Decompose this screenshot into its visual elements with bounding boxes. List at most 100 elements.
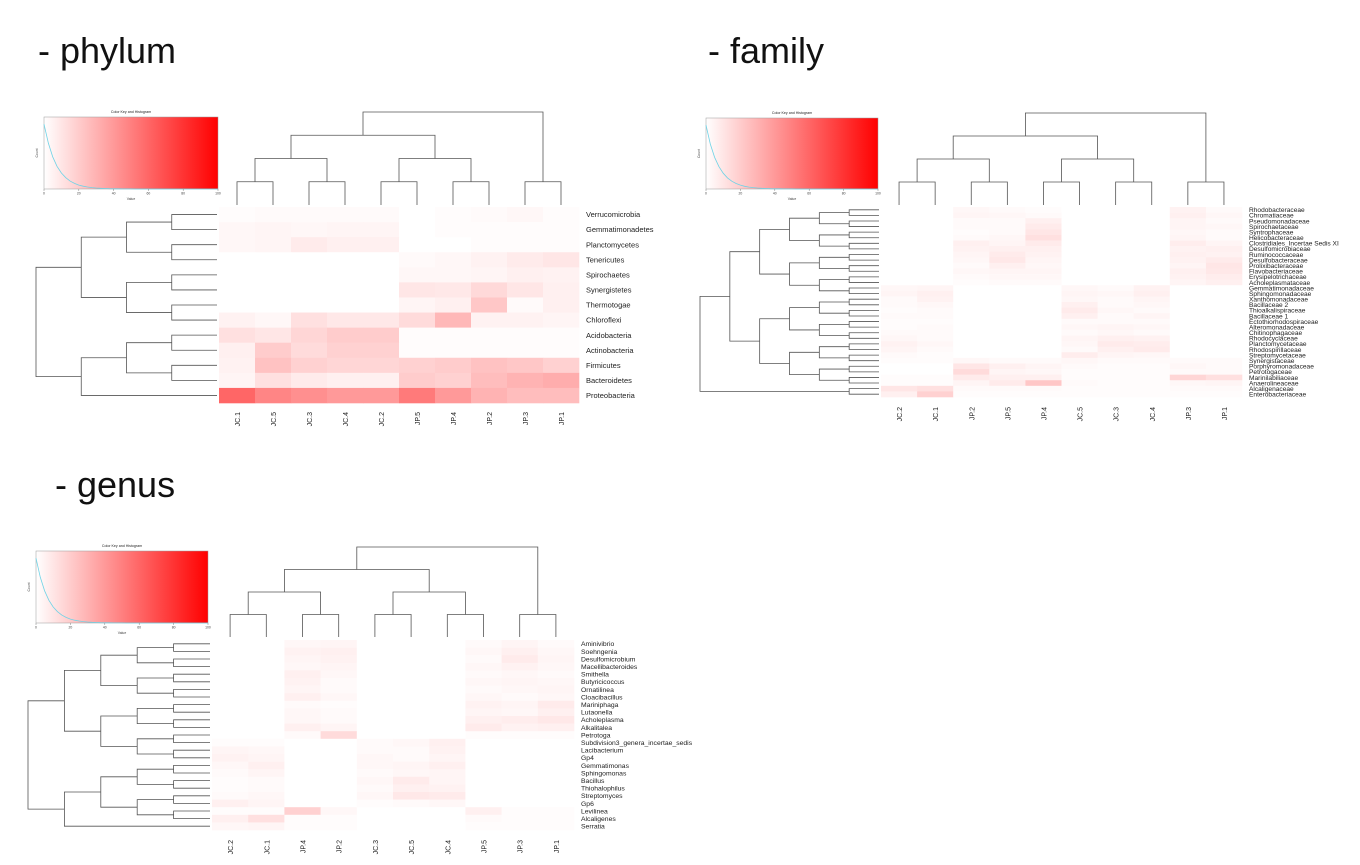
- heatmap-cell: [1169, 363, 1207, 370]
- heatmap-cell: [1061, 335, 1098, 342]
- heatmap-cell: [989, 307, 1026, 314]
- heatmap-cell: [1097, 302, 1134, 308]
- color-key-tick-label: 0: [35, 626, 37, 630]
- heatmap-cell: [1061, 346, 1098, 353]
- heatmap-cell: [435, 312, 472, 328]
- heatmap-cell: [363, 237, 400, 253]
- heatmap-cell: [953, 251, 990, 258]
- heatmap-cell: [393, 731, 430, 740]
- heatmap-cell: [507, 312, 544, 328]
- heatmap-cell: [429, 746, 466, 755]
- heatmap-cell: [1205, 363, 1243, 370]
- row-label: Aminivibrio: [581, 641, 614, 648]
- heatmap-cell: [429, 716, 466, 724]
- row-dendrogram-branch: [173, 780, 210, 789]
- heatmap-cell: [465, 738, 502, 747]
- heatmap-cell: [1061, 313, 1098, 320]
- heatmap-cell: [881, 380, 918, 387]
- heatmap-cell: [881, 279, 918, 286]
- heatmap-cell: [219, 207, 256, 223]
- heatmap-cell: [1025, 385, 1062, 392]
- heatmap-cell: [1097, 257, 1134, 264]
- heatmap-cell: [284, 784, 321, 793]
- heatmap-cell: [429, 738, 466, 747]
- heatmap-cell: [320, 761, 358, 770]
- heatmap-cell: [284, 662, 321, 671]
- heatmap-cell: [465, 792, 502, 800]
- heatmap-cell: [248, 814, 285, 823]
- heatmap-cell: [393, 822, 430, 831]
- heatmap-cell: [255, 267, 292, 283]
- heatmap-cell: [543, 387, 580, 404]
- column-label: JC.3: [307, 412, 314, 427]
- heatmap-cell: [248, 784, 285, 793]
- heatmap-cell: [989, 341, 1026, 348]
- heatmap-cell: [1097, 391, 1134, 398]
- row-dendrogram-branch: [848, 254, 879, 261]
- color-key-tick-label: 0: [43, 192, 45, 196]
- heatmap-cell: [989, 369, 1026, 375]
- heatmap-cell: [953, 391, 990, 398]
- heatmap-cell: [507, 342, 544, 359]
- heatmap-cell: [465, 784, 502, 793]
- heatmap-cell: [1025, 318, 1062, 325]
- heatmap-cell: [1061, 240, 1098, 247]
- heatmap-cell: [356, 731, 394, 740]
- heatmap-cell: [212, 792, 249, 800]
- heatmap-cell: [1169, 207, 1207, 213]
- heatmap-cell: [465, 814, 502, 823]
- column-dendrogram-branch: [446, 614, 484, 637]
- heatmap-cell: [429, 700, 466, 709]
- heatmap-cell: [1061, 324, 1098, 331]
- heatmap-cell: [953, 240, 990, 247]
- heatmap-cell: [881, 262, 918, 269]
- heatmap-cell: [917, 341, 954, 348]
- color-key-tick-label: 60: [807, 192, 811, 196]
- heatmap-cell: [1133, 274, 1171, 280]
- heatmap-cell: [356, 708, 394, 717]
- column-label: JP.1: [1222, 407, 1229, 420]
- column-label: JC.3: [1114, 407, 1121, 422]
- heatmap-cell: [1169, 335, 1207, 342]
- heatmap-cell: [393, 700, 430, 709]
- row-dendrogram-branch: [848, 298, 879, 306]
- color-key-tick-label: 60: [137, 626, 141, 630]
- heatmap-cell: [248, 799, 285, 808]
- heatmap-cell: [917, 212, 954, 219]
- row-dendrogram-branch: [848, 365, 879, 373]
- heatmap-cell: [501, 792, 539, 800]
- heatmap-cell: [248, 685, 285, 694]
- row-dendrogram-branch: [173, 704, 210, 713]
- heatmap-cell: [320, 723, 358, 732]
- heatmap-cell: [429, 792, 466, 800]
- heatmap-cell: [881, 307, 918, 314]
- heatmap-cell: [291, 357, 328, 374]
- heatmap-cell: [255, 207, 292, 223]
- heatmap-cell: [1133, 246, 1171, 253]
- heatmap-cell: [989, 335, 1026, 342]
- heatmap-cell: [543, 312, 580, 328]
- heatmap-cell: [356, 678, 394, 686]
- heatmap-cell: [248, 670, 285, 679]
- heatmap-cell: [1169, 229, 1207, 236]
- row-label: Pseudomonadaceae: [1249, 218, 1310, 225]
- row-dendrogram-branch: [173, 810, 210, 819]
- color-key-title: Color Key and Histogram: [111, 110, 151, 114]
- heatmap-cell: [1205, 369, 1243, 375]
- row-dendrogram-branch: [100, 715, 138, 747]
- heatmap-cell: [1133, 229, 1171, 236]
- heatmap-cell: [1133, 324, 1171, 331]
- heatmap-cell: [212, 738, 249, 747]
- heatmap-cell: [320, 784, 358, 793]
- heatmap-cell: [255, 312, 292, 328]
- heatmap-cell: [1169, 223, 1207, 230]
- heatmap-cell: [881, 223, 918, 230]
- heatmap-cell: [1097, 285, 1134, 292]
- color-key-xlabel: Value: [788, 197, 797, 201]
- heatmap-cell: [507, 387, 544, 404]
- heatmap-cell: [1061, 207, 1098, 213]
- heatmap-cell: [917, 363, 954, 370]
- heatmap-cell: [1169, 318, 1207, 325]
- heatmap-cell: [219, 342, 256, 359]
- heatmap-cell: [356, 746, 394, 755]
